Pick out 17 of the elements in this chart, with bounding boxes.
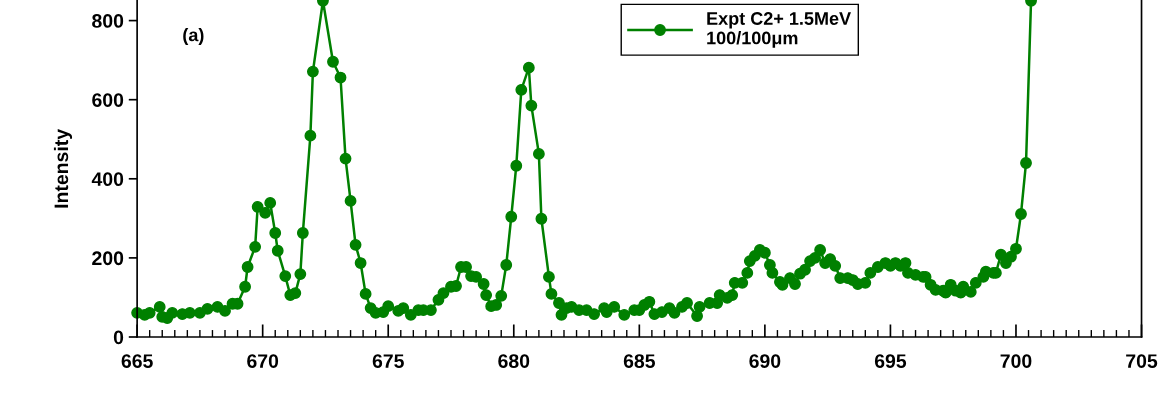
x-tick-label: 665 (121, 354, 153, 368)
x-tick-label: 695 (874, 354, 907, 368)
x-tick-label: 690 (749, 354, 781, 368)
y-tick-label: 400 (91, 172, 124, 187)
legend-label: Expt C2+ 1.5MeV 100/100μm (707, 12, 851, 48)
y-tick-label: 0 (113, 330, 124, 345)
x-tick-label: 675 (372, 354, 404, 368)
x-tick-label: 685 (623, 354, 656, 368)
x-tick-label: 680 (498, 354, 530, 368)
x-tick-label: 670 (247, 354, 279, 368)
x-tick-label: 705 (1126, 354, 1158, 368)
annotation: (a) (183, 28, 204, 45)
y-tick-label: 200 (92, 251, 124, 266)
x-tick-label: 700 (1000, 354, 1032, 368)
y-axis-title: Intensity (53, 129, 73, 208)
y-tick-label: 600 (92, 93, 124, 107)
y-tick-label: 800 (92, 14, 124, 28)
